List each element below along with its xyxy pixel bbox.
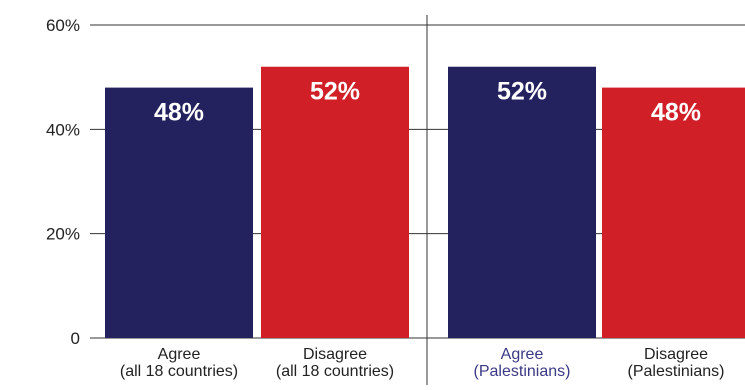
category-label-line: (all 18 countries) (120, 363, 238, 380)
category-label-line: Disagree (303, 346, 367, 363)
bar-agree-0 (105, 87, 253, 338)
bar-disagree-3 (602, 87, 745, 338)
data-label: 48% (651, 99, 701, 127)
y-tick-label: 40% (46, 120, 80, 139)
category-label-line: Agree (501, 346, 544, 363)
bar-agree-2 (448, 66, 596, 338)
y-tick-label: 0 (71, 329, 80, 348)
data-label: 52% (497, 78, 547, 106)
category-label-line: Agree (158, 346, 201, 363)
bars (105, 66, 745, 338)
data-label: 52% (310, 78, 360, 106)
bar-disagree-1 (261, 66, 409, 338)
y-axis-ticks: 0 20% 40% 60% (46, 16, 80, 348)
category-label-line: (Palestinians) (474, 363, 571, 380)
category-label-line: Disagree (644, 346, 708, 363)
y-tick-label: 20% (46, 225, 80, 244)
data-labels: 48% 52% 52% 48% (154, 78, 701, 127)
data-label: 48% (154, 99, 204, 127)
category-label-line: (all 18 countries) (276, 363, 394, 380)
category-labels: Agree(all 18 countries)Disagree(all 18 c… (120, 346, 725, 380)
y-tick-label: 60% (46, 16, 80, 35)
category-label-line: (Palestinians) (628, 363, 725, 380)
